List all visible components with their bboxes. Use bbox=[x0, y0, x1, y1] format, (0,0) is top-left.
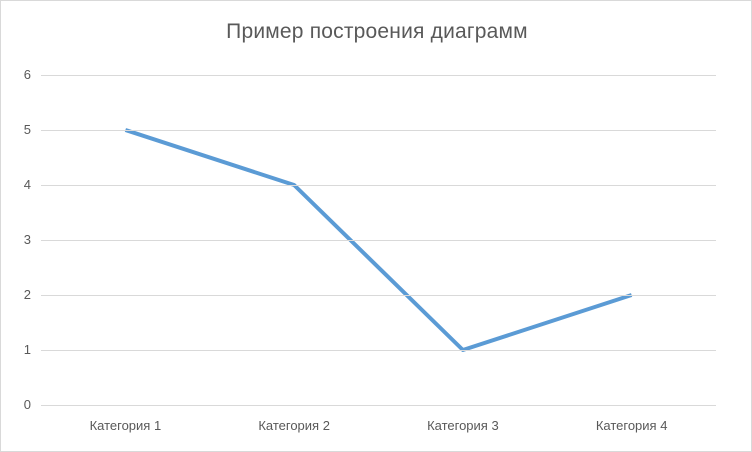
x-axis: Категория 1 Категория 2 Категория 3 Категор… bbox=[1, 418, 751, 438]
y-tick-label: 6 bbox=[23, 67, 31, 82]
gridline bbox=[41, 295, 716, 296]
y-tick-label: 0 bbox=[23, 397, 31, 412]
line-series-path bbox=[124, 128, 633, 352]
y-tick-label: 5 bbox=[23, 122, 31, 137]
x-tick-label: Категория 4 bbox=[595, 418, 668, 433]
gridline bbox=[41, 350, 716, 351]
x-tick-label: Категория 3 bbox=[427, 418, 499, 433]
gridline bbox=[41, 240, 716, 241]
gridline bbox=[41, 185, 716, 186]
x-tick-label: Категория 1 bbox=[89, 418, 162, 433]
y-tick-label: 1 bbox=[23, 342, 31, 357]
x-tick-label: Категория 2 bbox=[258, 418, 330, 433]
chart-title: Пример построения диаграмм bbox=[226, 20, 528, 43]
y-tick-label: 3 bbox=[23, 232, 31, 247]
gridline bbox=[41, 130, 716, 131]
y-axis: 0 1 2 3 4 5 6 bbox=[1, 1, 31, 451]
gridline bbox=[41, 75, 716, 76]
y-tick-label: 2 bbox=[23, 287, 31, 302]
line-series-svg bbox=[124, 128, 633, 352]
y-tick-label: 4 bbox=[23, 177, 31, 192]
gridline bbox=[41, 405, 716, 406]
plot-area bbox=[41, 75, 716, 406]
